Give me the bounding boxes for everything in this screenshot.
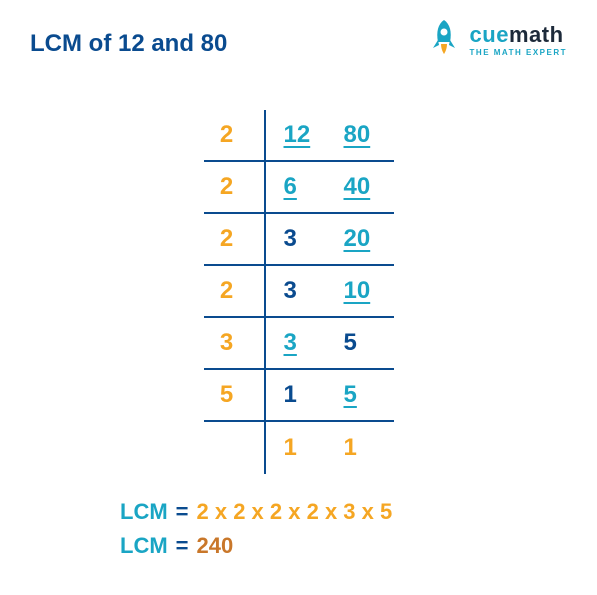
number-row: 35 bbox=[266, 318, 394, 370]
number-cell: 20 bbox=[344, 225, 380, 253]
logo-tagline: THE MATH EXPERT bbox=[470, 48, 567, 57]
number-cell: 3 bbox=[284, 329, 320, 357]
divisor-cell: 3 bbox=[204, 318, 264, 370]
lcm-value: 240 bbox=[197, 533, 234, 559]
number-cell: 6 bbox=[284, 173, 320, 201]
number-cell: 1 bbox=[284, 434, 320, 462]
lcm-label: LCM bbox=[120, 533, 168, 559]
page-title: LCM of 12 and 80 bbox=[30, 30, 227, 58]
logo-text: cuemath bbox=[470, 22, 564, 48]
number-row: 12 80 bbox=[266, 110, 394, 162]
number-row: 15 bbox=[266, 370, 394, 422]
divisor-cell: 5 bbox=[204, 370, 264, 422]
lcm-label: LCM bbox=[120, 499, 168, 525]
number-cell: 12 bbox=[284, 121, 320, 149]
number-cell: 3 bbox=[284, 225, 320, 253]
number-cell: 5 bbox=[344, 329, 380, 357]
divisor-cell: 2 bbox=[204, 214, 264, 266]
number-cell: 80 bbox=[344, 121, 380, 149]
divisor-cell: 2 bbox=[204, 266, 264, 318]
result-expression-line: LCM = 2 x 2 x 2 x 2 x 3 x 5 bbox=[120, 499, 392, 525]
rocket-icon bbox=[426, 18, 462, 60]
number-cell: 3 bbox=[284, 277, 320, 305]
lcm-expression: 2 x 2 x 2 x 2 x 3 x 5 bbox=[197, 499, 393, 525]
equals-sign: = bbox=[176, 499, 189, 525]
lcm-division-table: 222235 1280640320310351511 bbox=[204, 110, 394, 474]
number-cell: 40 bbox=[344, 173, 380, 201]
divisor-cell: 2 bbox=[204, 162, 264, 214]
number-row: 3 10 bbox=[266, 266, 394, 318]
divisor-cell bbox=[204, 422, 264, 474]
number-cell: 1 bbox=[284, 381, 320, 409]
number-cell: 1 bbox=[344, 434, 380, 462]
divisor-cell: 2 bbox=[204, 110, 264, 162]
number-row: 11 bbox=[266, 422, 394, 474]
number-cell: 5 bbox=[344, 381, 380, 409]
result-value-line: LCM = 240 bbox=[120, 533, 392, 559]
number-row: 6 40 bbox=[266, 162, 394, 214]
number-row: 3 20 bbox=[266, 214, 394, 266]
brand-logo: cuemath THE MATH EXPERT bbox=[426, 18, 567, 60]
result-block: LCM = 2 x 2 x 2 x 2 x 3 x 5 LCM = 240 bbox=[120, 499, 392, 567]
number-cell: 10 bbox=[344, 277, 380, 305]
equals-sign: = bbox=[176, 533, 189, 559]
